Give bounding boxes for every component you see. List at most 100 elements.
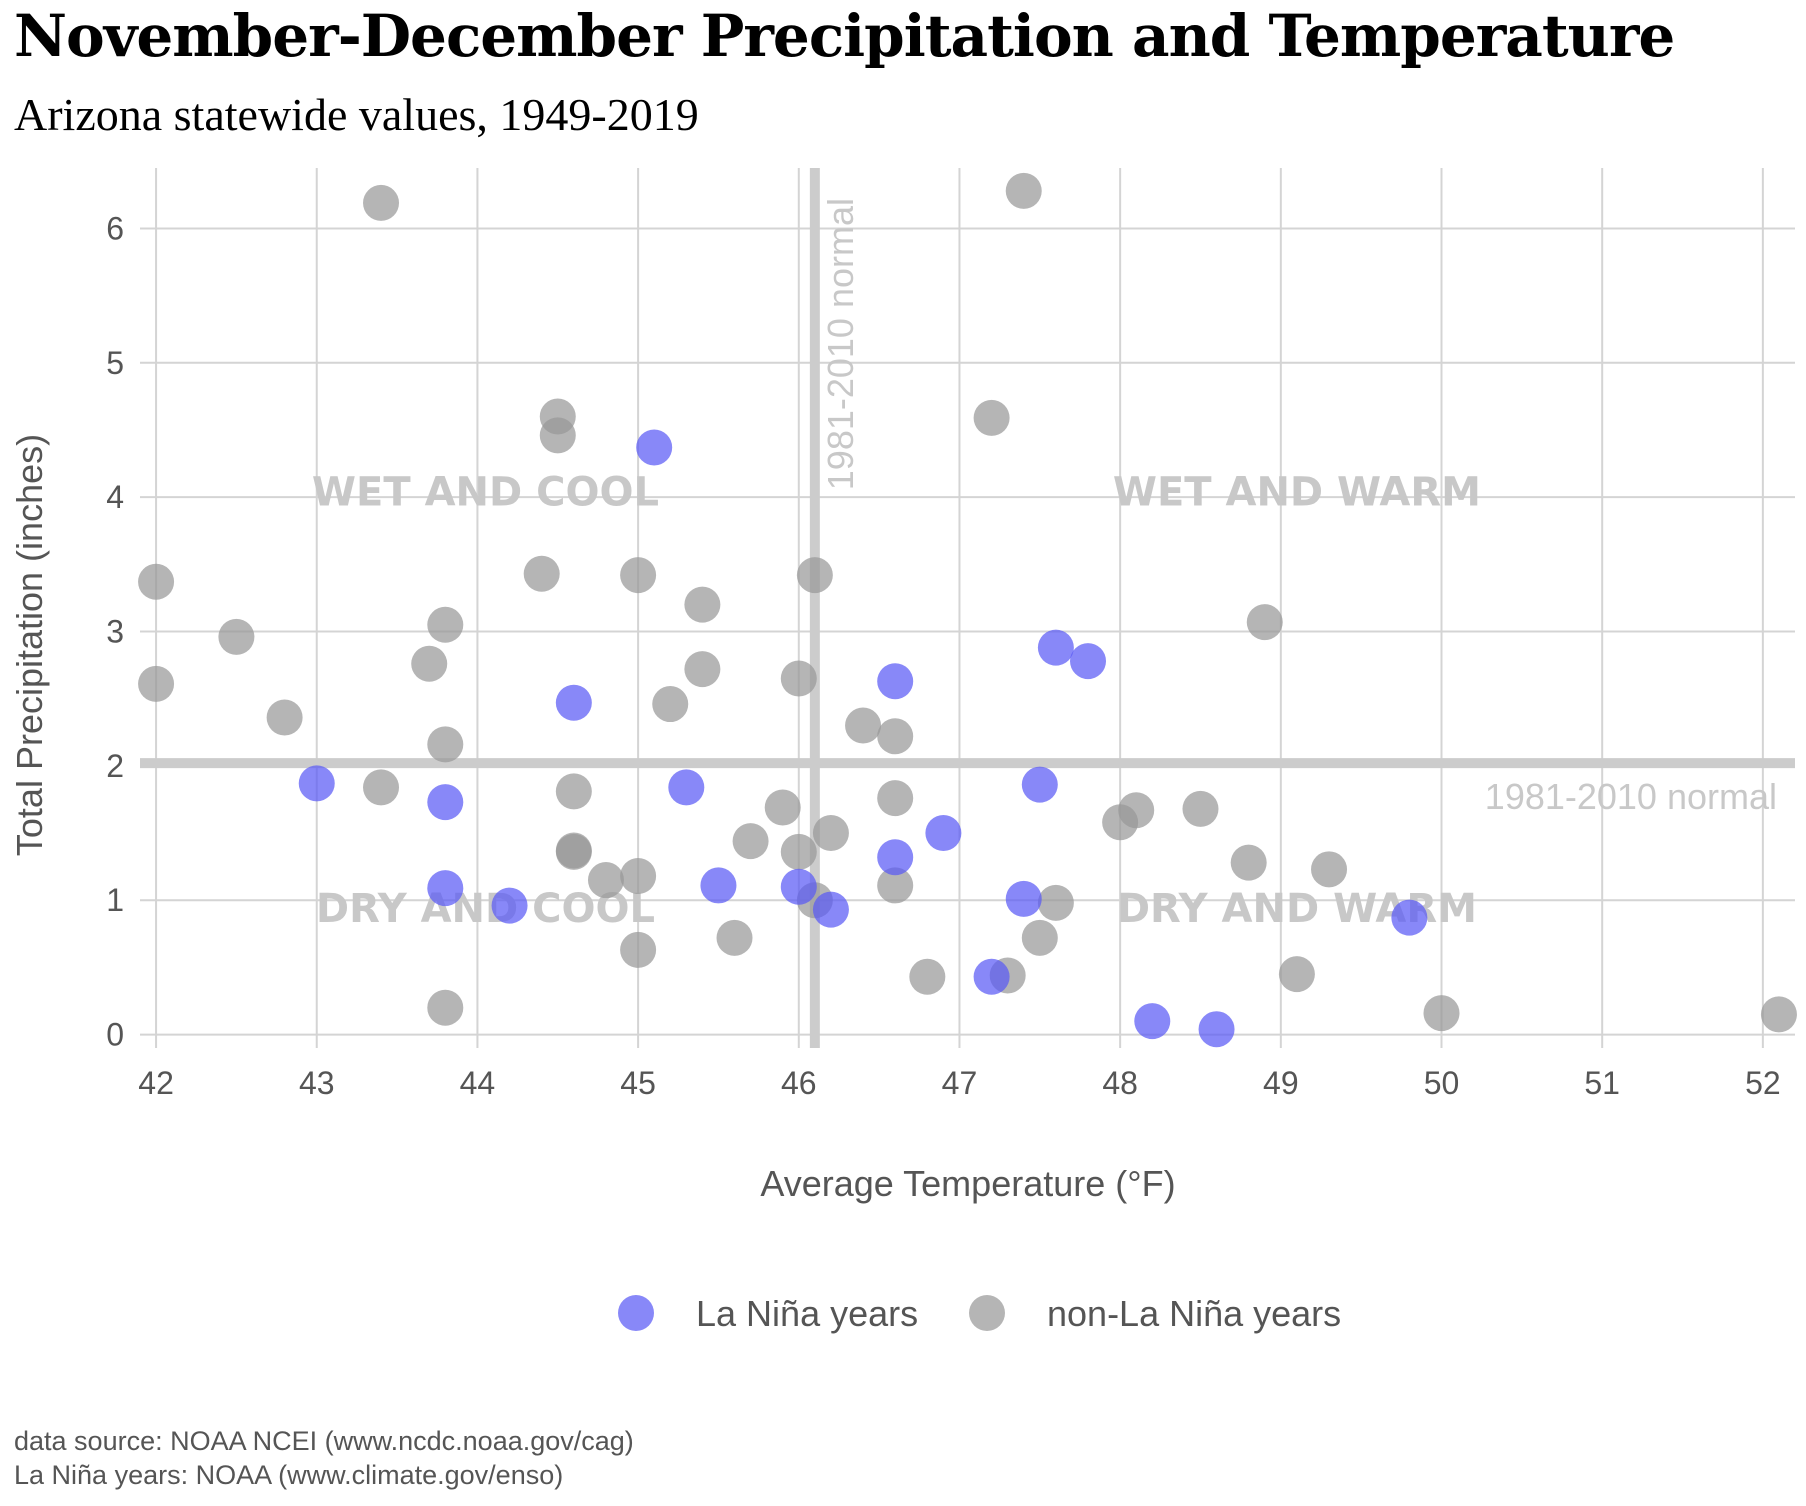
non-la-nina-point bbox=[555, 773, 592, 810]
non-la-nina-point bbox=[1118, 792, 1155, 829]
legend-label: non-La Niña years bbox=[1047, 1293, 1341, 1334]
non-la-nina-point bbox=[138, 563, 175, 600]
la-nina-point bbox=[298, 765, 335, 802]
x-tick-label: 48 bbox=[1102, 1065, 1138, 1101]
non-la-nina-point bbox=[1182, 790, 1219, 827]
non-la-nina-point bbox=[411, 645, 448, 682]
non-la-nina-point bbox=[620, 931, 657, 968]
legend-marker bbox=[969, 1295, 1005, 1331]
non-la-nina-point bbox=[716, 919, 753, 956]
x-tick-label: 43 bbox=[299, 1065, 335, 1101]
quadrant-label: WET AND COOL bbox=[312, 469, 659, 515]
x-tick-label: 52 bbox=[1745, 1065, 1781, 1101]
legend: La Niña years non-La Niña years bbox=[618, 1293, 1341, 1334]
caption-data-source: data source: NOAA NCEI (www.ncdc.noaa.go… bbox=[14, 1426, 634, 1456]
y-tick-label: 5 bbox=[106, 345, 124, 381]
x-tick-label: 46 bbox=[781, 1065, 817, 1101]
non-la-nina-point bbox=[732, 823, 769, 860]
non-la-nina-point bbox=[427, 726, 464, 763]
la-nina-point bbox=[1391, 899, 1428, 936]
data-points bbox=[138, 172, 1797, 1048]
non-la-nina-point bbox=[780, 660, 817, 697]
la-nina-point bbox=[925, 815, 962, 852]
la-nina-point bbox=[555, 684, 592, 721]
legend-label: La Niña years bbox=[696, 1293, 918, 1334]
non-la-nina-point bbox=[1311, 851, 1348, 888]
y-tick-label: 1 bbox=[106, 882, 124, 918]
la-nina-point bbox=[1037, 629, 1074, 666]
la-nina-point bbox=[1198, 1011, 1235, 1048]
caption-la-nina-source: La Niña years: NOAA (www.climate.gov/ens… bbox=[14, 1460, 564, 1490]
la-nina-point bbox=[1070, 643, 1107, 680]
la-nina-point bbox=[877, 839, 914, 876]
chart-subtitle: Arizona statewide values, 1949-2019 bbox=[14, 89, 699, 140]
non-la-nina-point bbox=[620, 557, 657, 594]
la-nina-point bbox=[1021, 766, 1058, 803]
la-nina-point bbox=[636, 429, 673, 466]
la-nina-point bbox=[491, 887, 528, 924]
non-la-nina-point bbox=[587, 862, 624, 899]
la-nina-point bbox=[427, 870, 464, 907]
non-la-nina-point bbox=[764, 789, 801, 826]
temperature-normal-label: 1981-2010 normal bbox=[820, 198, 861, 490]
non-la-nina-point bbox=[555, 833, 592, 870]
non-la-nina-point bbox=[1230, 844, 1267, 881]
non-la-nina-point bbox=[1760, 996, 1797, 1033]
y-tick-label: 6 bbox=[106, 210, 124, 246]
non-la-nina-point bbox=[266, 699, 303, 736]
legend-marker bbox=[618, 1295, 654, 1331]
non-la-nina-point bbox=[1246, 604, 1283, 641]
y-tick-label: 4 bbox=[106, 479, 124, 515]
x-tick-label: 49 bbox=[1263, 1065, 1299, 1101]
x-tick-label: 51 bbox=[1584, 1065, 1620, 1101]
non-la-nina-point bbox=[363, 184, 400, 221]
la-nina-point bbox=[700, 867, 737, 904]
non-la-nina-point bbox=[218, 618, 255, 655]
la-nina-point bbox=[1005, 880, 1042, 917]
non-la-nina-point bbox=[684, 651, 721, 688]
non-la-nina-point bbox=[138, 665, 175, 702]
y-tick-label: 3 bbox=[106, 614, 124, 650]
non-la-nina-point bbox=[1278, 956, 1315, 993]
x-tick-label: 44 bbox=[460, 1065, 496, 1101]
la-nina-point bbox=[427, 784, 464, 821]
la-nina-point bbox=[877, 663, 914, 700]
non-la-nina-point bbox=[973, 399, 1010, 436]
non-la-nina-point bbox=[780, 833, 817, 870]
x-tick-label: 42 bbox=[138, 1065, 174, 1101]
non-la-nina-point bbox=[684, 586, 721, 623]
x-tick-label: 47 bbox=[942, 1065, 978, 1101]
la-nina-point bbox=[780, 868, 817, 905]
non-la-nina-point bbox=[1005, 172, 1042, 209]
la-nina-point bbox=[1134, 1003, 1171, 1040]
non-la-nina-point bbox=[877, 867, 914, 904]
la-nina-point bbox=[812, 891, 849, 928]
non-la-nina-point bbox=[427, 606, 464, 643]
x-tick-label: 45 bbox=[620, 1065, 656, 1101]
non-la-nina-point bbox=[796, 557, 833, 594]
x-axis-title: Average Temperature (°F) bbox=[760, 1163, 1175, 1204]
x-tick-label: 50 bbox=[1424, 1065, 1460, 1101]
non-la-nina-point bbox=[523, 555, 560, 592]
non-la-nina-point bbox=[812, 815, 849, 852]
non-la-nina-point bbox=[620, 858, 657, 895]
non-la-nina-point bbox=[652, 686, 689, 723]
non-la-nina-point bbox=[539, 417, 576, 454]
chart-title: November-December Precipitation and Temp… bbox=[14, 2, 1675, 70]
non-la-nina-point bbox=[427, 989, 464, 1026]
y-tick-label: 2 bbox=[106, 748, 124, 784]
non-la-nina-point bbox=[877, 780, 914, 817]
non-la-nina-point bbox=[363, 769, 400, 806]
la-nina-point bbox=[973, 958, 1010, 995]
grid-lines bbox=[140, 168, 1795, 1048]
quadrant-label: WET AND WARM bbox=[1113, 469, 1481, 515]
non-la-nina-point bbox=[845, 707, 882, 744]
la-nina-point bbox=[668, 769, 705, 806]
y-axis-title: Total Precipitation (inches) bbox=[9, 434, 50, 856]
non-la-nina-point bbox=[1423, 995, 1460, 1032]
non-la-nina-point bbox=[1021, 919, 1058, 956]
non-la-nina-point bbox=[909, 958, 946, 995]
